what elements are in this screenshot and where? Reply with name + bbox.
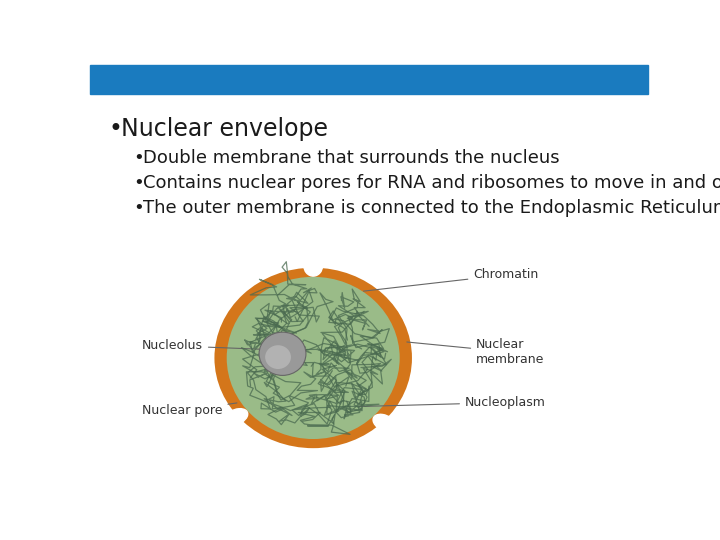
Text: Double membrane that surrounds the nucleus: Double membrane that surrounds the nucle…	[143, 150, 559, 167]
Text: Nuclear
membrane: Nuclear membrane	[407, 338, 544, 366]
Text: Nucleoplasm: Nucleoplasm	[359, 396, 546, 409]
Ellipse shape	[227, 277, 400, 439]
Text: •: •	[133, 150, 144, 167]
Text: Contains nuclear pores for RNA and ribosomes to move in and out of: Contains nuclear pores for RNA and ribos…	[143, 174, 720, 192]
Ellipse shape	[373, 414, 397, 432]
Ellipse shape	[259, 332, 306, 375]
Text: The outer membrane is connected to the Endoplasmic Reticulum: The outer membrane is connected to the E…	[143, 199, 720, 217]
Text: Nucleolus: Nucleolus	[142, 339, 268, 352]
Text: Nuclear envelope: Nuclear envelope	[121, 117, 328, 141]
Text: Nuclear pore: Nuclear pore	[142, 403, 237, 417]
Ellipse shape	[223, 409, 248, 426]
Text: •: •	[133, 199, 144, 217]
Text: •: •	[133, 174, 144, 192]
Ellipse shape	[215, 268, 412, 448]
Bar	[90, 65, 648, 94]
Text: Chromatin: Chromatin	[364, 268, 539, 291]
Ellipse shape	[265, 345, 291, 369]
Text: •: •	[109, 117, 122, 141]
Ellipse shape	[304, 255, 323, 276]
